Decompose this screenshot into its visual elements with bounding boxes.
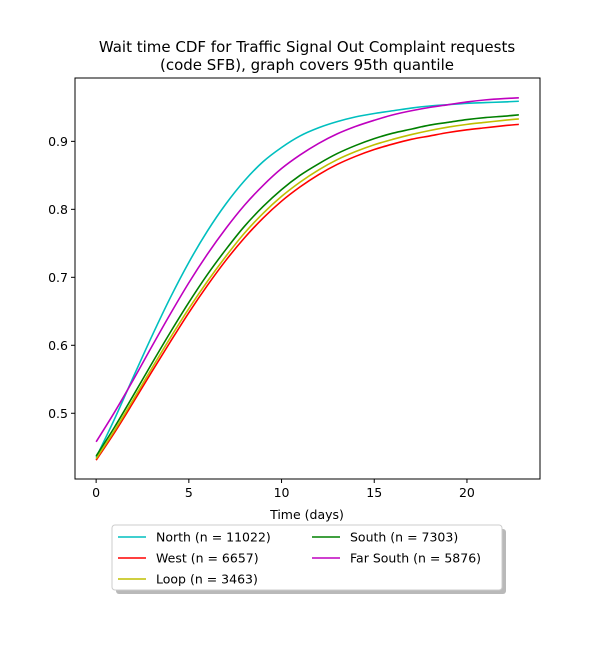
series-line-3 (95, 114, 519, 457)
y-tick-label-0: 0.5 (48, 406, 68, 421)
series-line-2 (95, 118, 519, 460)
y-tick-label-2: 0.7 (48, 270, 68, 285)
x-axis-label: Time (days) (269, 507, 344, 522)
x-tick-label-1: 5 (185, 485, 193, 500)
legend-label-3: South (n = 7303) (350, 530, 458, 545)
legend-label-4: Far South (n = 5876) (350, 551, 481, 566)
y-tick-label-1: 0.6 (48, 338, 68, 353)
y-axis-ticks: 0.5 0.6 0.7 0.8 0.9 (48, 134, 75, 421)
x-tick-label-2: 10 (274, 485, 290, 500)
series-line-1 (95, 123, 519, 461)
legend-box (111, 524, 503, 591)
plot-area-frame (74, 77, 541, 480)
x-tick-label-3: 15 (366, 485, 382, 500)
x-axis-ticks: 0 5 10 15 20 (92, 479, 475, 500)
x-tick-label-0: 0 (92, 485, 100, 500)
chart-subtitle: (code SFB), graph covers 95th quantile (160, 56, 454, 74)
legend-label-0: North (n = 11022) (156, 530, 271, 545)
legend-items: North (n = 11022) West (n = 6657) Loop (n … (118, 530, 481, 587)
plot-lines (95, 97, 519, 461)
y-tick-label-4: 0.9 (48, 134, 68, 149)
legend-label-2: Loop (n = 3463) (156, 572, 258, 587)
series-line-4 (95, 97, 519, 443)
x-tick-label-4: 20 (459, 485, 475, 500)
legend: North (n = 11022) West (n = 6657) Loop (n … (111, 524, 506, 594)
chart-title: Wait time CDF for Traffic Signal Out Com… (99, 38, 515, 56)
legend-label-1: West (n = 6657) (156, 551, 259, 566)
y-tick-label-3: 0.8 (48, 202, 68, 217)
